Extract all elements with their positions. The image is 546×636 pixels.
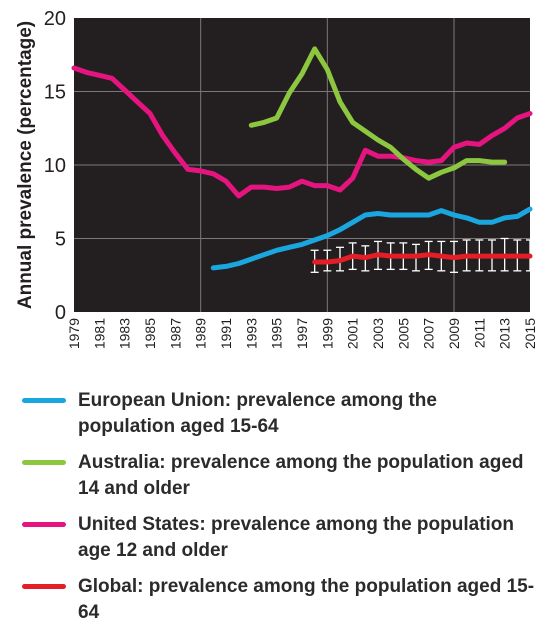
x-tick-label: 1989 [193,318,209,349]
series-1 [248,46,508,181]
legend-item-australia: Australia: prevalence among the populati… [22,450,537,502]
x-tick-label: 2015 [522,318,538,349]
legend-label-australia: Australia: prevalence among the populati… [78,452,524,499]
x-tick-label: 1999 [319,318,335,349]
legend-swatch [22,398,66,403]
series-line [312,252,533,265]
x-tick-label: 2007 [421,318,437,349]
series-2 [71,65,533,199]
legend-label-united-states: United States: prevalence among the popu… [78,514,515,561]
series-line [71,65,533,199]
y-axis-label: Annual prevalence (percentage) [15,21,36,309]
series-3 [310,237,534,273]
x-tick-label: 2003 [370,318,386,349]
series-line [248,46,508,181]
chart: 0 5 10 15 20 1979 1981 1983 1985 1987 1989 1991 199… [15,8,538,349]
y-tick-label: 15 [44,82,66,104]
legend-item-united-states: United States: prevalence among the popu… [22,512,537,564]
y-tick-label: 0 [55,302,66,324]
x-tick-label: 1979 [66,318,82,349]
x-tick-label: 2009 [446,318,462,349]
x-tick-label: 2011 [471,318,487,348]
x-tick-label: 1995 [269,318,285,349]
x-tick-label: 1981 [91,318,107,349]
series-line [210,206,533,271]
x-tick-label: 2005 [395,318,411,349]
legend-swatch [22,522,66,527]
series-0 [210,206,533,271]
x-tick-label: 1985 [142,318,158,349]
y-axis: 0 5 10 15 20 [44,8,66,324]
legend-swatch [22,584,66,589]
x-tick-label: 2013 [497,318,513,349]
series-layer [71,46,534,273]
x-axis: 1979 1981 1983 1985 1987 1989 1991 1993 1995 1997… [66,318,538,349]
legend-item-eu: European Union: prevalence among the pop… [22,388,537,440]
x-tick-label: 1987 [167,318,183,349]
x-tick-label: 1983 [117,318,133,349]
x-tick-label: 1991 [218,318,234,349]
legend: European Union: prevalence among the pop… [22,388,537,636]
legend-item-global: Global: prevalence among the population … [22,574,537,626]
y-tick-label: 10 [44,155,66,177]
x-tick-label: 2001 [345,318,361,349]
legend-label-eu: European Union: prevalence among the pop… [78,390,437,437]
y-tick-label: 5 [55,229,66,251]
x-tick-label: 1993 [243,318,259,349]
legend-swatch [22,460,66,465]
y-tick-label: 20 [44,8,66,30]
legend-label-global: Global: prevalence among the population … [78,576,535,623]
x-tick-label: 1997 [294,318,310,349]
